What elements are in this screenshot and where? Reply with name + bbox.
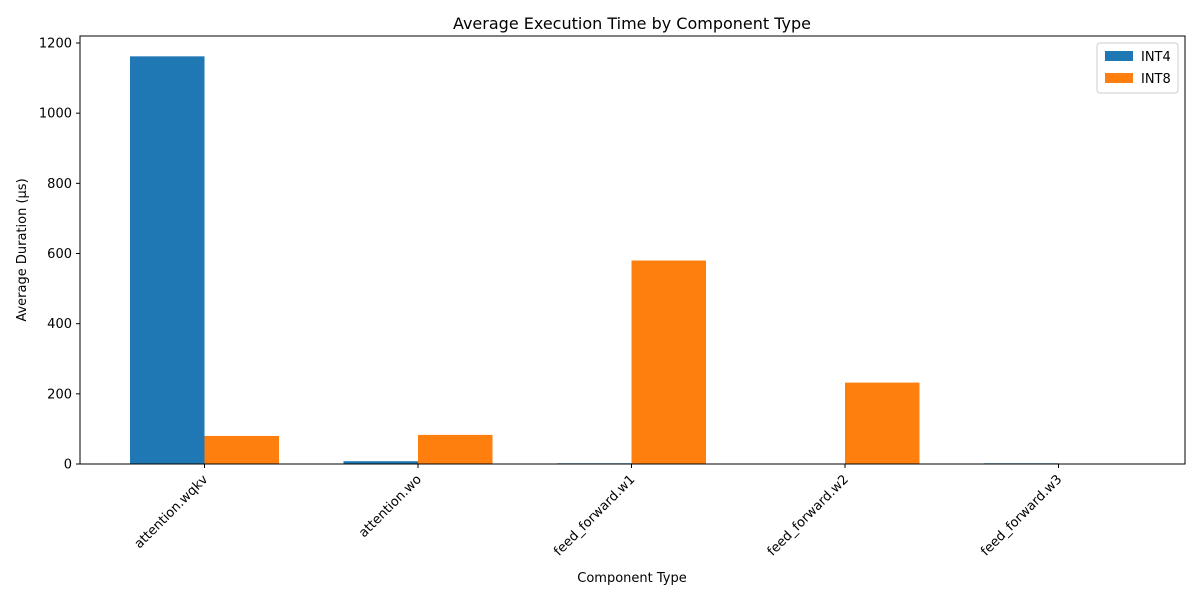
x-tick-label: feed_forward.w1: [551, 472, 638, 559]
y-tick-label: 200: [47, 387, 72, 402]
x-tick-label: attention.wqkv: [132, 472, 212, 552]
x-tick-label: feed_forward.w2: [765, 472, 852, 559]
y-tick-label: 1000: [39, 107, 72, 122]
bar-int4-0: [130, 56, 205, 465]
bar-int8-2: [631, 260, 706, 464]
y-tick-label: 600: [47, 247, 72, 262]
y-tick-label: 400: [47, 317, 72, 332]
bar-int8-1: [418, 434, 493, 464]
x-tick-label: attention.wo: [356, 472, 425, 541]
y-tick-label: 0: [64, 458, 72, 473]
legend-label-int8: INT8: [1141, 72, 1171, 87]
bar-int8-0: [204, 435, 279, 464]
legend-label-int4: INT4: [1141, 50, 1171, 65]
y-axis: 0 200 400 600 800 1000 1200: [39, 37, 80, 473]
y-tick-label: 1200: [39, 37, 72, 52]
plot-frame: [79, 35, 1186, 465]
bar-int8-3: [845, 382, 920, 464]
x-tick-label: feed_forward.w3: [978, 472, 1065, 559]
bar-int4-1: [343, 461, 418, 464]
bars-group: [130, 56, 1059, 465]
legend-swatch-int4: [1105, 51, 1133, 61]
legend: INT4 INT8: [1096, 42, 1179, 94]
x-axis-label: Component Type: [577, 571, 686, 586]
chart-title: Average Execution Time by Component Type: [453, 14, 811, 33]
x-axis: attention.wqkv attention.wo feed_forward.w…: [132, 464, 1065, 559]
legend-swatch-int8: [1105, 73, 1133, 83]
y-tick-label: 800: [47, 177, 72, 192]
y-axis-label: Average Duration (µs): [15, 178, 30, 321]
